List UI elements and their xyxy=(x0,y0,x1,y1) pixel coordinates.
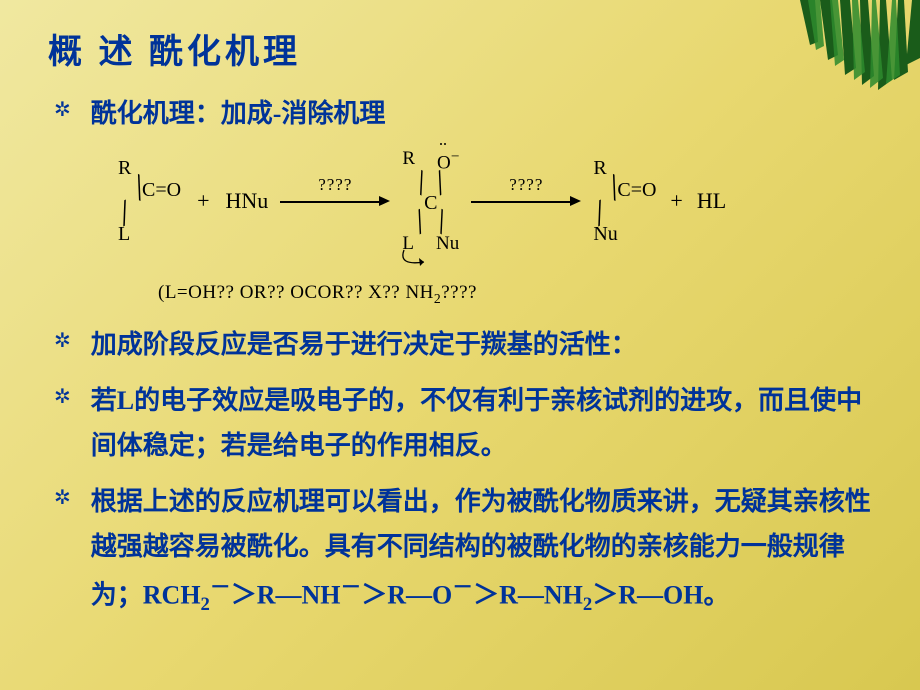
intermediate: R O− ╲ ╱ C ╱ ╲ L Nu xyxy=(402,149,459,254)
arrow-1: ???? xyxy=(280,189,390,213)
bullet-4-text: 根据上述的反应机理可以看出，作为被酰化物质来讲，无疑其亲核性越强越容易被酰化。具… xyxy=(91,479,872,622)
bullet-1: ✲ 酰化机理：加成-消除机理 xyxy=(48,91,872,137)
curved-arrow xyxy=(396,248,436,268)
plus-1: + xyxy=(197,188,209,214)
bullet-4: ✲ 根据上述的反应机理可以看出，作为被酰化物质来讲，无疑其亲核性越强越容易被酰化… xyxy=(48,479,872,622)
reactant-hnu: HNu xyxy=(226,188,269,214)
leaf-decoration xyxy=(780,0,920,180)
bullet-mark: ✲ xyxy=(54,485,71,510)
note-line: (L=OH?? OR?? OCOR?? X?? NH2???? xyxy=(158,282,872,307)
product-acyl: R ╲C=O ╱ Nu xyxy=(593,157,656,245)
bullet-3-text: 若L的电子效应是吸电子的，不仅有利于亲核试剂的进攻，而且使中间体稳定；若是给电子… xyxy=(91,378,872,469)
product-hl: HL xyxy=(697,188,726,214)
bullet-1-text: 酰化机理：加成-消除机理 xyxy=(91,91,386,137)
bullet-2: ✲ 加成阶段反应是否易于进行决定于羰基的活性： xyxy=(48,322,872,368)
bullet-mark: ✲ xyxy=(54,328,71,353)
arrow-2: ???? xyxy=(471,189,581,213)
bullet-mark: ✲ xyxy=(54,384,71,409)
bullet-mark: ✲ xyxy=(54,97,71,122)
bullet-3: ✲ 若L的电子效应是吸电子的，不仅有利于亲核试剂的进攻，而且使中间体稳定；若是给… xyxy=(48,378,872,469)
reactant-acyl: R ╲C=O ╱ L xyxy=(118,157,181,245)
bullet-2-text: 加成阶段反应是否易于进行决定于羰基的活性： xyxy=(91,322,637,368)
reaction-diagram: R ╲C=O ╱ L + HNu ???? R O− ╲ xyxy=(118,149,872,307)
plus-2: + xyxy=(670,188,682,214)
slide-title: 概 述 酰化机理 xyxy=(48,24,872,73)
